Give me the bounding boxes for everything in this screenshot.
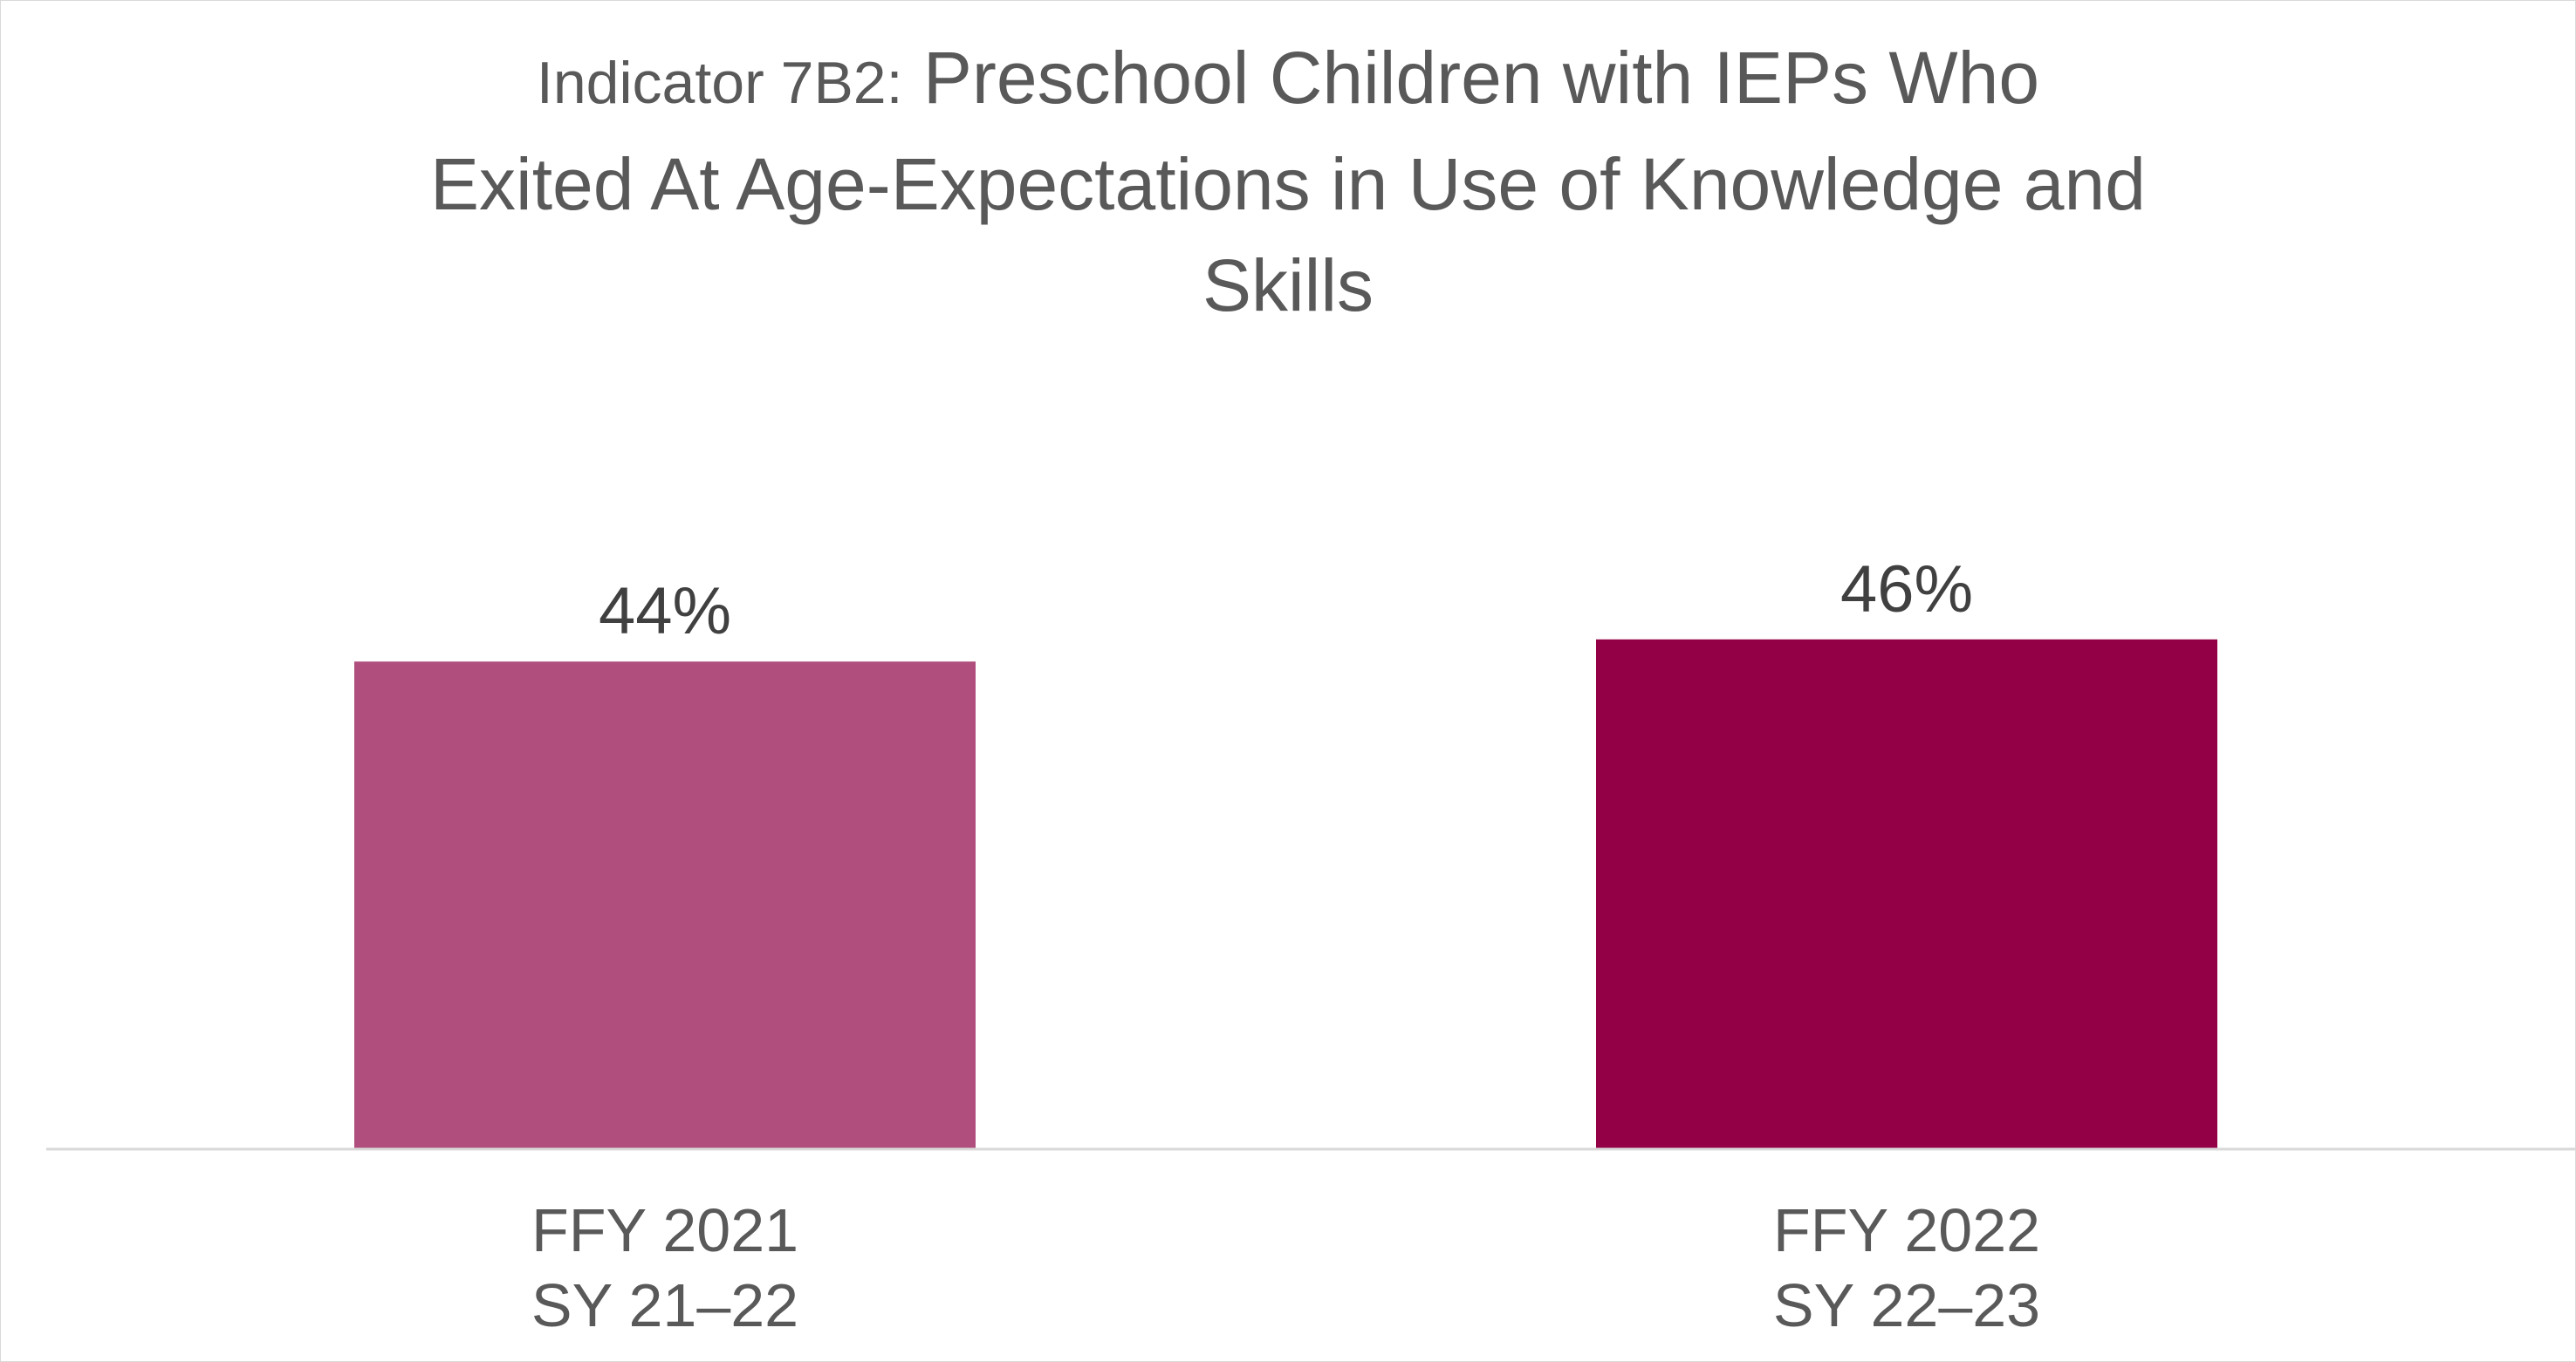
category-label-2-line-1: FFY 2022 [1773,1196,2040,1264]
data-label-2: 46% [1840,552,1973,626]
title-prefix: Indicator 7B2: [536,50,903,116]
data-label-1: 44% [599,574,731,648]
title-text-1: Preschool Children with IEPs Who [922,37,2040,119]
category-label-2-line-2: SY 22–23 [1773,1271,2040,1339]
chart-title: Indicator 7B2: Preschool Children with I… [1,27,2575,336]
title-line-2: Exited At Age-Expectations in Use of Kno… [430,143,2146,225]
title-line-1: Indicator 7B2: Preschool Children with I… [1,27,2575,133]
title-line-3: Skills [1202,244,1374,326]
category-label-1-line-1: FFY 2021 [531,1196,798,1264]
bar-2 [1596,639,2217,1149]
bars-group [354,639,2217,1149]
bar-1 [354,661,976,1149]
category-label-1-line-2: SY 21–22 [531,1271,798,1339]
labels-group: 44% FFY 2021 SY 21–22 46% FFY 2022 SY 22–23 [531,552,2040,1339]
